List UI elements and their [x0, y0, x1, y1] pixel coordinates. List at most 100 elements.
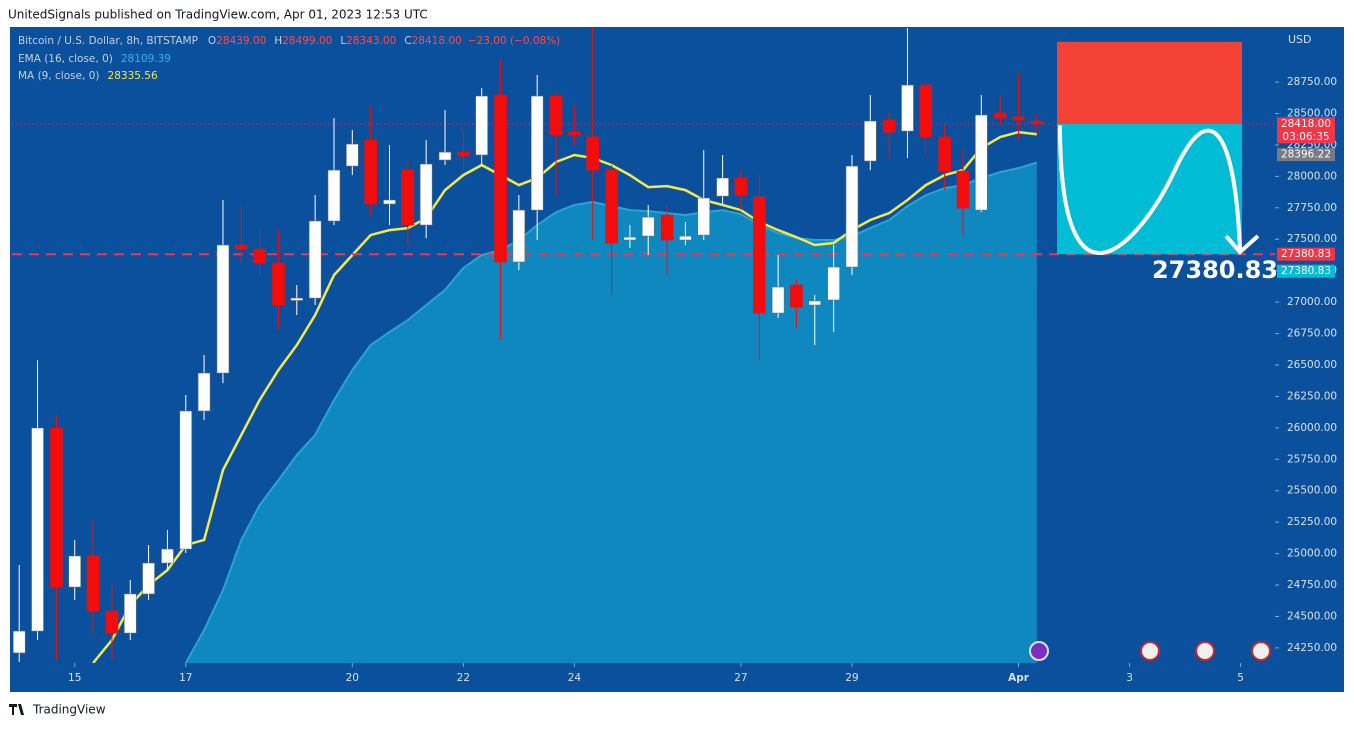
position-box	[1057, 41, 1242, 124]
y-tick-label: 25000.00	[1287, 548, 1337, 560]
candle-body	[623, 236, 637, 241]
candle-body	[253, 248, 266, 264]
candle-body	[752, 196, 766, 314]
x-tick-label: 24	[568, 672, 582, 684]
y-tick-label: 25500.00	[1287, 485, 1337, 497]
candle-body	[716, 177, 729, 197]
candle-body	[938, 136, 951, 172]
candle-body	[975, 114, 988, 211]
y-tick-label: 26500.00	[1287, 359, 1337, 371]
currency-label: USD	[1288, 33, 1312, 46]
candle-body	[12, 630, 26, 654]
ma-line	[92, 130, 1037, 663]
candle-body	[586, 136, 600, 171]
position-box	[1057, 123, 1242, 255]
event-icon[interactable]	[1251, 641, 1271, 661]
y-tick-label: 24750.00	[1287, 579, 1337, 591]
overlay: 24250.00 24500.00 24750.00 25000.00 25250.00…	[18, 33, 1337, 684]
price-annotation: 27380.83	[1152, 256, 1278, 284]
y-tick-label: 27750.00	[1287, 202, 1337, 214]
price-change: −23.00 (−0.08%)	[468, 35, 561, 47]
candle-body	[993, 112, 1007, 119]
event-icon[interactable]	[1140, 641, 1160, 661]
y-tick-label: 26000.00	[1287, 422, 1337, 434]
event-icon[interactable]	[1195, 641, 1215, 661]
x-tick-label: 3	[1126, 672, 1133, 684]
candle-body	[457, 151, 470, 157]
candle-body	[734, 177, 748, 196]
price-tag-box	[1277, 247, 1335, 261]
legend-item: MA (9, close, 0) 28335.56	[18, 70, 158, 82]
price-tag-label: 27380.83	[1281, 265, 1331, 277]
candle-body	[142, 562, 155, 595]
legend-value: 28335.56	[108, 70, 158, 82]
plot-area	[12, 28, 1275, 663]
y-tick-label: 26250.00	[1287, 390, 1337, 402]
legend-name: MA (9, close, 0)	[18, 70, 100, 82]
footer-brand: TradingView	[32, 703, 106, 717]
candle-body	[512, 209, 526, 263]
price-tag-box	[1277, 148, 1335, 162]
ohlc-value: 28499.00	[282, 35, 332, 47]
y-tick-label: 25250.00	[1287, 516, 1337, 528]
ohlc-value: 28343.00	[346, 35, 396, 47]
logo	[9, 704, 24, 715]
x-tick-label: 15	[68, 672, 81, 684]
candle-body	[1030, 120, 1044, 125]
x-tick-label: Apr	[1008, 672, 1030, 684]
candle-body	[660, 214, 674, 241]
candle-body	[568, 131, 581, 136]
y-tick-label: 28500.00	[1287, 108, 1337, 120]
price-tag-box	[1277, 117, 1335, 144]
y-tick-label: 28000.00	[1287, 170, 1337, 182]
candle-body	[790, 284, 803, 308]
candle-body	[438, 151, 452, 161]
candle-body	[234, 244, 248, 250]
y-tick-label: 27000.00	[1287, 296, 1337, 308]
candle-body	[808, 300, 822, 306]
y-tick-label: 27500.00	[1287, 233, 1337, 245]
y-tick-label: 26750.00	[1287, 328, 1337, 340]
candle-body	[401, 169, 415, 226]
candle-body	[901, 84, 914, 132]
event-icons	[1029, 641, 1271, 661]
candle-body	[364, 139, 377, 205]
candle-body	[123, 593, 137, 634]
legend-name: EMA (16, close, 0)	[18, 53, 113, 65]
candle-body	[641, 216, 655, 237]
ema-area	[185, 162, 1037, 663]
candle-body	[475, 95, 488, 156]
candle-body	[549, 95, 563, 136]
candle-body	[179, 410, 193, 550]
x-tick-label: 27	[734, 672, 747, 684]
candle-body	[197, 372, 211, 412]
ohlc-value: 28418.00	[412, 35, 462, 47]
x-tick-label: 20	[346, 672, 359, 684]
price-tag-label: 27380.83	[1281, 248, 1331, 260]
candle-body	[679, 235, 692, 241]
symbol-name: Bitcoin / U.S. Dollar, 8h, BITSTAMP	[18, 35, 198, 47]
x-tick-label: 22	[457, 672, 470, 684]
candle-body	[161, 548, 174, 564]
ohlc-key: O	[208, 35, 216, 47]
candle-body	[419, 163, 433, 226]
candle-body	[919, 84, 933, 138]
event-icon[interactable]	[1029, 641, 1049, 661]
ohlc-key: H	[274, 35, 282, 47]
candle-body	[68, 555, 82, 588]
candle-body	[530, 95, 544, 211]
candle-body	[1012, 116, 1025, 121]
price-tag-box	[1277, 264, 1335, 278]
candle-body	[272, 262, 285, 306]
x-tick-label: 17	[179, 672, 192, 684]
candle-body	[845, 165, 859, 268]
candle-body	[31, 427, 44, 632]
candle-body	[50, 427, 63, 588]
candle-body	[827, 266, 840, 301]
candle-body	[956, 170, 970, 209]
legend-value: 28109.39	[121, 53, 171, 65]
candle-body	[86, 555, 100, 612]
candle-body	[697, 197, 711, 236]
